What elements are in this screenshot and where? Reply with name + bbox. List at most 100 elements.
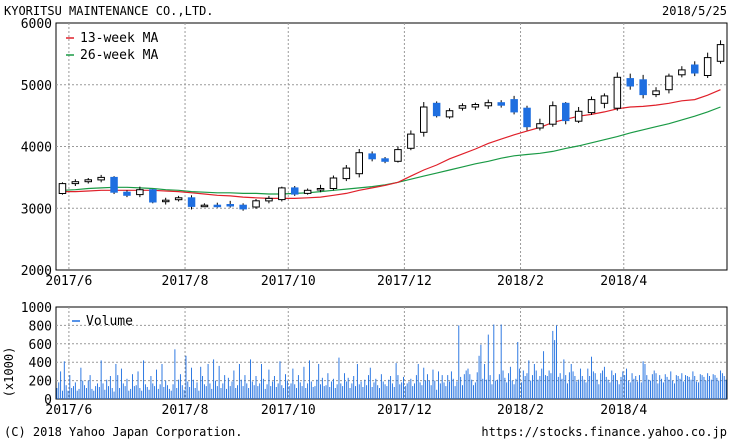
- volume-bar: [181, 385, 183, 399]
- volume-bar: [600, 373, 602, 399]
- volume-bar: [406, 383, 408, 399]
- candle-body: [187, 197, 196, 207]
- volume-bar: [397, 375, 399, 399]
- volume-bar: [690, 379, 692, 399]
- volume-bar: [574, 376, 576, 399]
- volume-bar: [721, 373, 723, 399]
- volume-bar: [146, 387, 148, 399]
- volume-bar: [207, 364, 209, 399]
- volume-bar: [368, 375, 369, 399]
- volume-bar: [631, 373, 633, 399]
- volume-bar: [336, 384, 338, 399]
- candle-body: [316, 188, 325, 191]
- volume-bar: [240, 379, 242, 399]
- volume-bar: [705, 380, 707, 399]
- volume-tick-label: 800: [29, 319, 52, 334]
- price-tick-label: 5000: [21, 79, 52, 94]
- volume-bar: [556, 325, 557, 399]
- volume-bar: [629, 382, 631, 399]
- volume-bar: [616, 380, 618, 399]
- volume-bar: [148, 389, 150, 399]
- volume-bar: [275, 387, 277, 399]
- volume-bar: [268, 369, 270, 399]
- price-tick-label: 2000: [21, 264, 52, 279]
- volume-bar: [570, 364, 572, 399]
- volume-bar: [355, 386, 357, 399]
- volume-bar: [522, 370, 524, 399]
- volume-bar: [535, 370, 537, 399]
- volume-bar: [428, 380, 430, 399]
- volume-bar: [450, 371, 452, 399]
- candle-body: [71, 181, 80, 185]
- volume-bar: [233, 370, 235, 399]
- volume-bar: [659, 375, 661, 399]
- volume-bar: [454, 386, 456, 399]
- candle-body: [355, 152, 363, 175]
- volume-bar: [460, 376, 462, 399]
- volume-bar: [493, 324, 495, 399]
- volume-bar: [712, 374, 714, 399]
- volume-bar: [709, 376, 710, 399]
- candle-body: [84, 179, 92, 183]
- volume-bar: [154, 386, 156, 399]
- price-panel: 2000 3000 4000 5000 6000 2017/6 2017/8 2017/10 2…: [21, 17, 728, 289]
- volume-bar: [261, 364, 262, 399]
- volume-bar: [458, 325, 460, 399]
- volume-bar: [78, 388, 80, 399]
- volume-bar: [191, 367, 192, 399]
- volume-bar: [332, 378, 334, 399]
- volume-bar: [528, 360, 530, 399]
- candle-body: [381, 158, 389, 162]
- volume-bar: [640, 382, 642, 399]
- volume-bar: [296, 388, 298, 399]
- volume-bar: [607, 379, 609, 399]
- volume-bar: [214, 380, 216, 399]
- volume-bar: [251, 381, 253, 399]
- volume-bar: [61, 390, 63, 399]
- volume-bar: [655, 373, 657, 399]
- volume-bar: [426, 374, 428, 399]
- volume-bar: [152, 383, 154, 399]
- volume-bar: [71, 388, 73, 399]
- volume-bar: [476, 372, 478, 399]
- candle-body: [420, 106, 428, 133]
- candle-body: [665, 75, 673, 91]
- volume-bar: [410, 378, 412, 399]
- volume-bar: [340, 383, 342, 399]
- volume-bar: [467, 368, 469, 399]
- volume-bar: [568, 372, 570, 399]
- candle-body: [58, 183, 67, 195]
- volume-bar: [126, 378, 128, 399]
- volume-bar: [187, 381, 189, 399]
- volume-bar: [253, 385, 255, 399]
- volume-bar: [421, 385, 423, 399]
- candle-body: [278, 187, 286, 201]
- volume-bar: [237, 385, 239, 399]
- volume-bar: [638, 375, 640, 399]
- candle-body: [368, 153, 376, 160]
- volume-bar: [109, 376, 111, 399]
- volume-bar: [565, 375, 567, 399]
- volume-bar: [546, 376, 548, 399]
- volume-bar: [163, 387, 165, 399]
- candle-body: [510, 99, 518, 113]
- volume-bar: [80, 367, 82, 399]
- volume-bar: [238, 364, 240, 399]
- volume-bar: [637, 381, 639, 399]
- volume-bar: [227, 377, 229, 399]
- volume-bar: [124, 386, 126, 399]
- ma13-line: [62, 89, 721, 199]
- volume-bar: [591, 356, 592, 399]
- volume-bar: [266, 384, 268, 399]
- volume-bar: [401, 382, 403, 399]
- volume-bar: [436, 389, 438, 399]
- volume-bar: [242, 386, 244, 399]
- volume-bar: [310, 381, 312, 399]
- chart-date: 2018/5/25: [662, 4, 727, 18]
- volume-bar: [58, 382, 60, 399]
- price-plot-frame: [55, 22, 728, 271]
- volume-bar: [685, 375, 686, 399]
- volume-bar: [76, 390, 78, 399]
- volume-tick-label: 600: [29, 338, 52, 353]
- volume-bar: [218, 365, 220, 399]
